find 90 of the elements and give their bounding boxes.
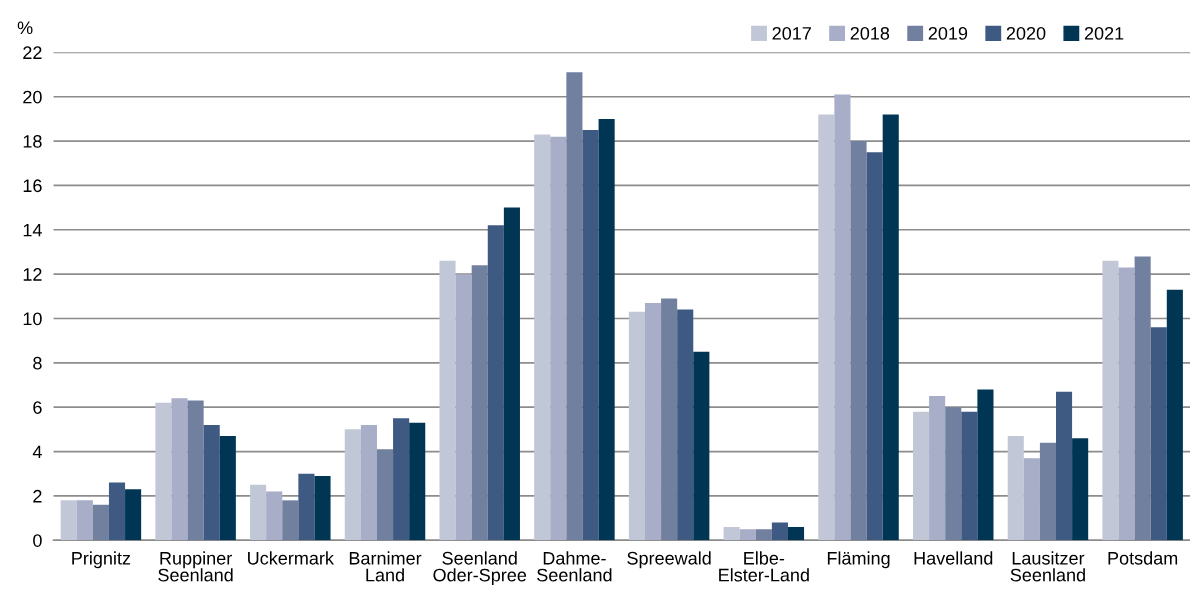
bar <box>1023 458 1040 541</box>
bar <box>1150 327 1167 541</box>
bar <box>739 529 756 541</box>
bar <box>503 207 520 541</box>
bar <box>1134 256 1151 541</box>
x-tick-label: Havelland <box>914 551 993 565</box>
bar <box>787 526 805 541</box>
legend-label: 2021 <box>1084 26 1124 40</box>
legend-label: 2019 <box>928 26 968 40</box>
bar <box>598 118 615 541</box>
bar <box>850 141 867 541</box>
bar <box>723 526 740 541</box>
bar <box>487 225 504 541</box>
y-tick-label: 22 <box>23 46 42 59</box>
bar <box>108 482 126 541</box>
y-axis-title: % <box>17 21 33 35</box>
bar <box>1055 391 1073 541</box>
bar <box>818 114 835 541</box>
x-tick-label: Barnimer Land <box>349 551 422 582</box>
bar <box>376 449 394 541</box>
bar <box>977 389 994 541</box>
bar <box>566 72 583 541</box>
bar <box>266 491 283 541</box>
y-tick-label: 6 <box>33 401 42 414</box>
y-tick-label: 20 <box>23 90 42 104</box>
bar <box>360 424 377 541</box>
x-tick-label: Potsdam <box>1108 551 1178 565</box>
bar <box>298 473 315 541</box>
bar <box>393 418 410 541</box>
bar <box>1007 436 1024 541</box>
y-tick-label: 2 <box>33 489 42 503</box>
y-tick-label: 0 <box>33 534 42 547</box>
x-tick-label: Dahme- Seenland <box>537 551 612 582</box>
bar <box>250 484 267 541</box>
y-tick-label: 4 <box>32 445 42 459</box>
bar <box>882 114 899 541</box>
y-tick-label: 12 <box>23 268 42 281</box>
bar <box>471 265 488 541</box>
bar <box>92 504 109 541</box>
bar <box>1039 442 1056 541</box>
bar <box>693 351 710 541</box>
bar <box>644 302 662 541</box>
bar <box>677 309 694 541</box>
legend-label: 2018 <box>850 26 890 40</box>
y-tick-label: 8 <box>33 356 42 370</box>
bar <box>344 429 361 541</box>
y-tick-label: 18 <box>23 135 42 148</box>
bar <box>961 411 978 541</box>
bar <box>1072 438 1089 541</box>
x-tick-label: Lausitzer Seenland <box>1010 551 1085 582</box>
x-tick-label: Seenland Oder-Spree <box>433 551 527 586</box>
bar <box>582 129 599 541</box>
bar <box>628 311 645 541</box>
bar <box>455 274 472 541</box>
bar <box>945 407 962 541</box>
bar <box>203 424 220 541</box>
bar <box>771 522 788 541</box>
bar <box>409 422 426 541</box>
bar <box>60 500 77 541</box>
bar <box>755 529 772 541</box>
bar <box>187 400 204 541</box>
x-tick-label: Uckermark <box>248 551 334 565</box>
x-tick-label: Prignitz <box>72 551 131 569</box>
bar <box>219 436 236 541</box>
bar <box>866 152 883 541</box>
legend-label: 2017 <box>772 26 811 40</box>
bar <box>125 489 142 541</box>
y-tick-label: 16 <box>23 179 42 193</box>
x-tick-label: Spreewald <box>627 551 711 569</box>
bar <box>550 136 567 541</box>
bar <box>1166 289 1183 541</box>
y-tick-label: 10 <box>23 312 42 326</box>
x-tick-label: Fläming <box>827 551 890 569</box>
bar <box>282 500 299 541</box>
bar <box>534 134 551 541</box>
legend-label: 2020 <box>1006 26 1046 40</box>
x-tick-label: Ruppiner Seenland <box>158 551 233 582</box>
bar <box>912 411 930 541</box>
bar <box>661 298 678 541</box>
bar <box>1102 260 1119 541</box>
bar <box>439 260 456 541</box>
bar <box>929 396 946 541</box>
bar <box>155 402 172 541</box>
bar <box>171 398 188 541</box>
bar <box>1118 267 1135 541</box>
x-tick-label: Elbe- Elster-Land <box>719 551 809 582</box>
bar <box>834 94 851 541</box>
y-tick-label: 14 <box>23 223 42 237</box>
bar <box>314 475 331 541</box>
bar <box>76 500 93 541</box>
